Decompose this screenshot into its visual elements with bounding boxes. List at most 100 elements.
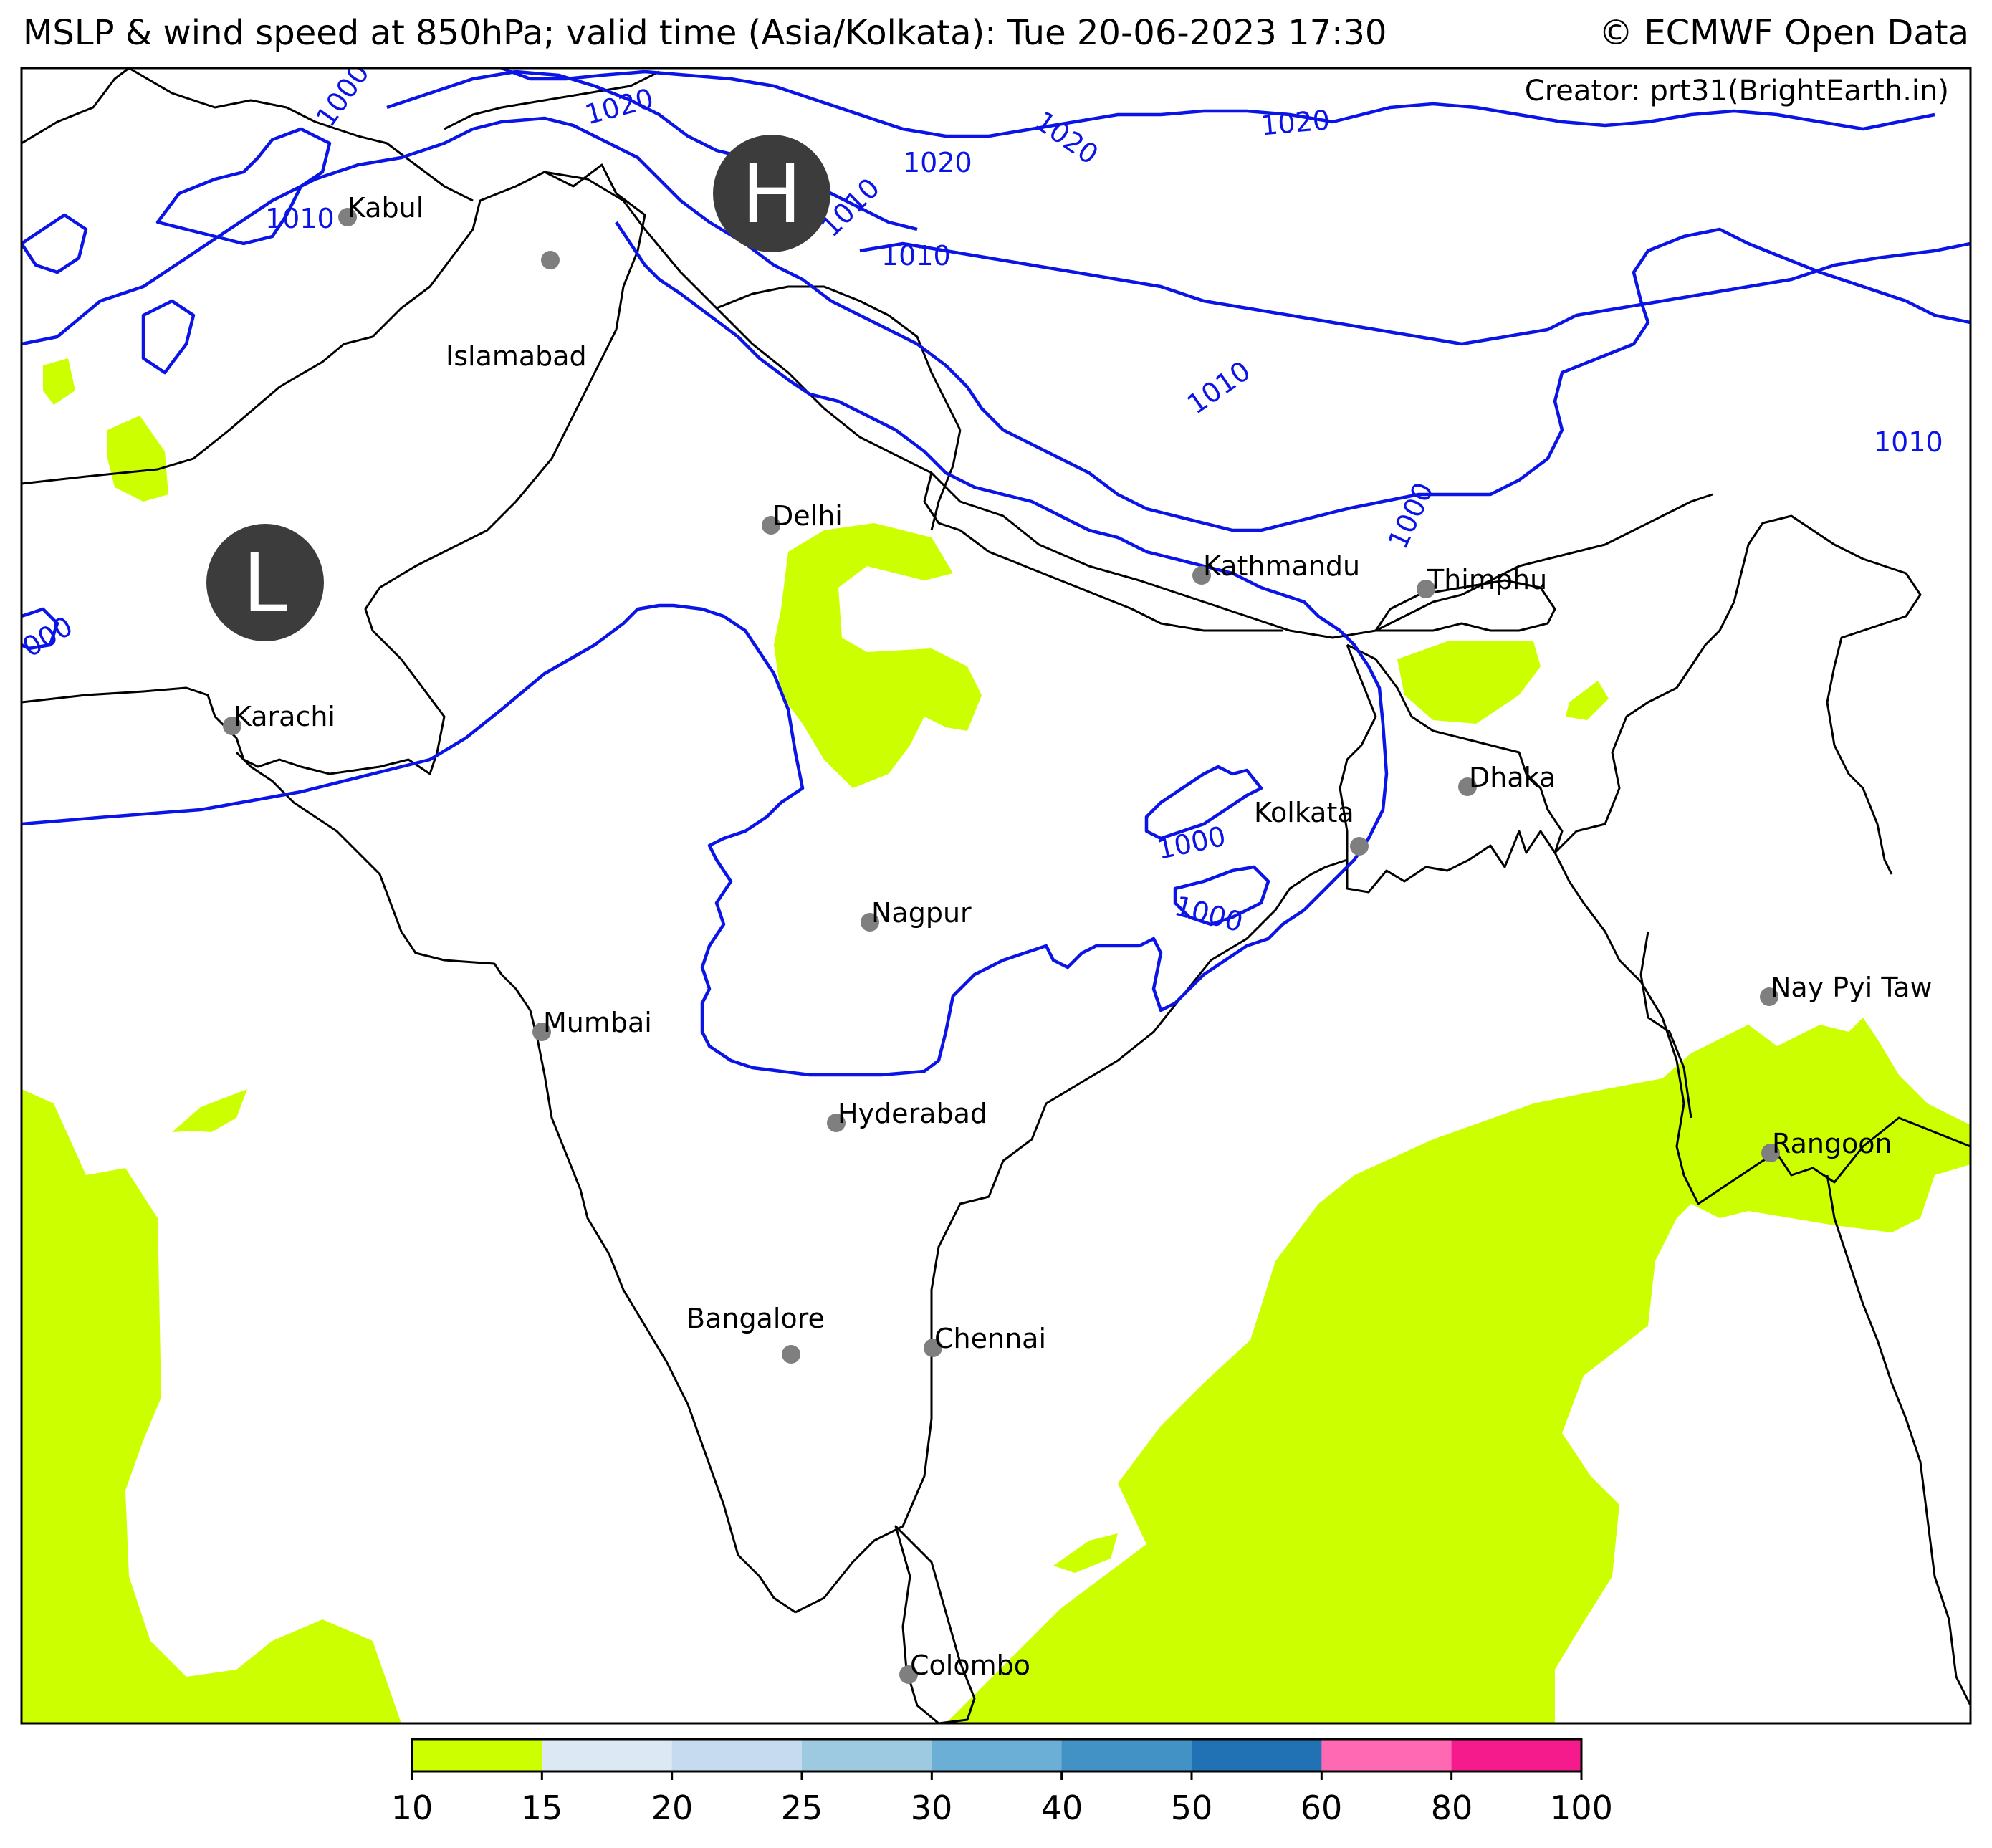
city-rangoon: Rangoon	[1761, 1128, 1892, 1162]
colorbar-tick-label: 25	[780, 1789, 823, 1827]
city-colombo: Colombo	[899, 1650, 1030, 1684]
city-islamabad: Islamabad	[446, 251, 587, 372]
colorbar-tick-label: 30	[910, 1789, 953, 1827]
isobar-1000-iran	[21, 607, 59, 651]
colorbar-bin	[412, 1739, 542, 1771]
isobar-label: 1020	[1260, 104, 1331, 141]
isobar-label: 1010	[1874, 426, 1943, 458]
colorbar-tick-label: 10	[391, 1789, 434, 1827]
creator-text: Creator: prt31(BrightEarth.in)	[1524, 75, 1949, 107]
wind-patch-arabian-sea-west	[21, 1089, 401, 1723]
afghan-north	[128, 68, 474, 202]
map-title: MSLP & wind speed at 850hPa; valid time …	[23, 13, 1387, 53]
city-hyderabad: Hyderabad	[827, 1098, 987, 1132]
coastlines-and-borders	[21, 68, 1971, 1723]
colorbar-bin	[542, 1739, 673, 1771]
wind-patch-bhutan	[1397, 641, 1541, 724]
isobar-label: 1010	[265, 203, 335, 234]
wind-patch-iran-1	[43, 358, 75, 405]
city-label: Karachi	[234, 701, 335, 732]
high-pressure-marker: H	[713, 135, 830, 252]
isobar-label: 1000	[1172, 890, 1247, 939]
india-east-coast	[795, 830, 1971, 1614]
colorbar-tick-label: 80	[1430, 1789, 1473, 1827]
copyright-text: © ECMWF Open Data	[1599, 13, 1969, 53]
isobar-label: 000	[17, 610, 78, 663]
isobar-1010-tibet	[859, 241, 1971, 346]
myanmar-border	[1553, 514, 1922, 875]
city-label: Thimphu	[1427, 564, 1547, 595]
wind-patch-sri-lanka-east	[1053, 1533, 1118, 1573]
pakistan-border	[21, 163, 646, 775]
isobar-label: 1010	[881, 240, 951, 272]
colorbar-tick-label: 50	[1170, 1789, 1213, 1827]
isobar-label: 1020	[582, 82, 657, 131]
city-delhi: Delhi	[762, 500, 843, 535]
colorbar-bin	[802, 1739, 932, 1771]
city-label: Dhaka	[1469, 762, 1556, 793]
wind-patch-assam	[1566, 681, 1609, 720]
isobar-1020-inner	[386, 70, 918, 231]
city-thimphu: Thimphu	[1417, 564, 1547, 598]
colorbar-tick-label: 20	[651, 1789, 694, 1827]
sri-lanka	[894, 1525, 976, 1723]
city-label: Delhi	[772, 500, 843, 532]
high-pressure-label: H	[742, 148, 802, 241]
colorbar-tick-label: 15	[520, 1789, 563, 1827]
isobar-1010-iran-b	[141, 299, 196, 375]
low-pressure-marker: L	[206, 524, 324, 641]
city-label: Mumbai	[543, 1007, 652, 1038]
colorbar-bin	[1192, 1739, 1322, 1771]
isobar-label: 1000	[1154, 820, 1229, 866]
isobar-1010	[21, 116, 1971, 532]
iran-pakistan-border	[21, 686, 245, 760]
colorbar-bin	[932, 1739, 1063, 1771]
colorbar-bin	[1451, 1739, 1582, 1771]
colorbar-bin	[1321, 1739, 1452, 1771]
isobar-label: 1000	[1382, 477, 1440, 553]
city-label: Islamabad	[446, 340, 587, 372]
city-mumbai: Mumbai	[532, 1007, 652, 1041]
isobar-1000-main	[21, 221, 1389, 1077]
city-karachi: Karachi	[223, 701, 335, 735]
map-frame	[20, 67, 1972, 1725]
kashmir-border	[544, 171, 1713, 639]
city-kolkata: Kolkata	[1254, 797, 1369, 856]
city-label: Colombo	[910, 1650, 1030, 1681]
city-markers: Kabul Islamabad Delhi Karachi Kathmandu …	[223, 192, 1933, 1684]
isobar-labels: 1000 1010 1020 1020 1020 1020 1010 1010 …	[17, 68, 1943, 939]
city-label: Rangoon	[1772, 1128, 1892, 1159]
city-chennai: Chennai	[924, 1323, 1046, 1357]
isobar-label: 1020	[903, 147, 972, 178]
isobars	[21, 68, 1971, 1077]
isobar-1000-inner-b	[1173, 865, 1270, 927]
tajik-border	[444, 70, 660, 130]
colorbar-bin	[1061, 1739, 1192, 1771]
city-nagpur: Nagpur	[861, 897, 972, 932]
city-kabul: Kabul	[338, 192, 423, 226]
colorbar-bin	[671, 1739, 803, 1771]
india-west-coast	[235, 751, 796, 1614]
iran-afghan-border	[21, 68, 130, 145]
city-label: Hyderabad	[838, 1098, 987, 1129]
isobar-1000-inner-a	[1144, 765, 1263, 841]
city-dhaka: Dhaka	[1458, 762, 1556, 796]
city-label: Nay Pyi Taw	[1771, 972, 1933, 1003]
city-label: Kabul	[348, 192, 423, 224]
bangladesh-border	[1339, 643, 1564, 860]
city-bangalore: Bangalore	[686, 1303, 825, 1364]
isobar-label: 1010	[1182, 355, 1256, 421]
colorbar	[411, 1738, 1583, 1780]
myanmar-coast	[1639, 931, 1971, 1706]
city-kathmandu: Kathmandu	[1192, 550, 1360, 585]
nepal-border	[923, 472, 1283, 632]
isobar-1020-north	[501, 68, 1935, 138]
low-pressure-label: L	[243, 537, 287, 631]
city-label: Bangalore	[686, 1303, 825, 1334]
wind-patch-north-india	[774, 523, 982, 788]
wind-patch-bay-of-bengal	[946, 1018, 1971, 1723]
wind-patch-iran-2	[107, 416, 168, 502]
colorbar-tick-label: 60	[1300, 1789, 1343, 1827]
city-label: Kathmandu	[1203, 550, 1360, 582]
